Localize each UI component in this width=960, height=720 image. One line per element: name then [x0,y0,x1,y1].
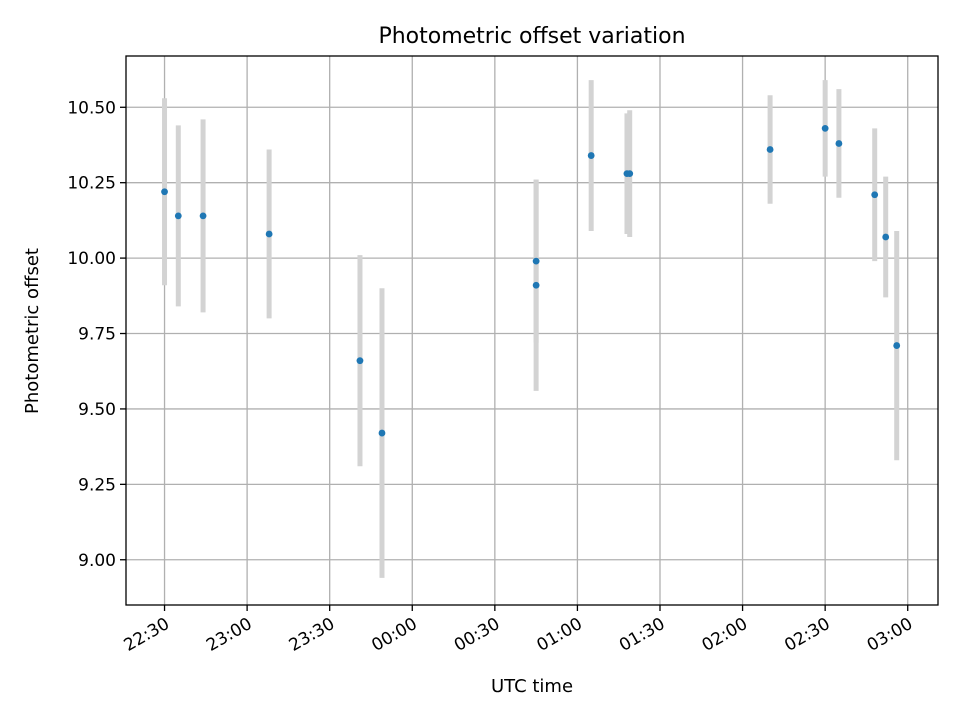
x-tick-label: 23:00 [203,614,255,656]
grid [126,56,938,605]
data-point [587,152,595,159]
data-point [835,140,843,147]
y-axis-ticks: 9.00 9.25 9.50 9.75 10.00 10.25 10.50 [67,98,126,571]
y-tick-label: 9.75 [78,325,116,345]
data-point [821,124,829,132]
data-point [265,230,273,238]
data-point [161,188,168,196]
y-tick-label: 9.25 [78,475,116,495]
data-point [532,257,540,265]
x-axis-ticks: 22:30 23:00 23:30 00:00 00:30 01:00 01:30 02:00… [121,605,916,656]
data-point [871,191,879,199]
data-point [532,281,540,289]
data-point [882,233,890,241]
x-tick-label: 02:30 [781,614,833,656]
y-tick-label: 10.00 [67,249,116,269]
x-tick-label: 02:00 [699,614,751,656]
y-tick-label: 9.50 [78,400,116,420]
x-tick-label: 00:00 [368,614,420,656]
y-tick-label: 10.50 [67,98,116,118]
plot-frame [125,55,939,606]
error-bars [162,80,900,578]
x-tick-label: 00:30 [451,614,503,656]
data-point [199,212,207,220]
data-point [378,429,386,437]
data-point [174,212,182,220]
y-tick-label: 9.00 [78,551,116,571]
data-point [766,146,774,153]
data-point [893,342,901,349]
x-tick-label: 01:00 [533,614,585,656]
x-tick-label: 01:30 [616,614,668,656]
x-tick-label: 23:30 [286,614,338,656]
chart-title: Photometric offset variation [378,24,685,49]
x-tick-label: 22:30 [121,614,173,656]
data-point [356,357,364,365]
data-points [161,124,901,437]
y-axis-label: Photometric offset [22,248,43,414]
x-axis-label: UTC time [491,676,573,697]
data-point [626,170,634,178]
x-tick-label: 03:00 [864,614,916,656]
y-tick-label: 10.25 [67,174,116,194]
